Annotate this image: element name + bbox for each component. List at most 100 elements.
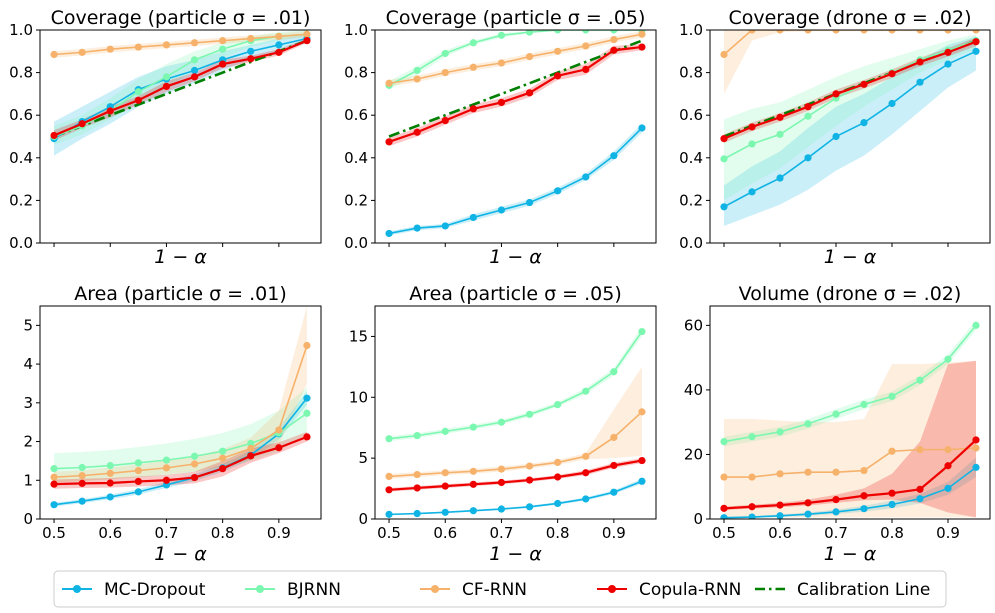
panel-5-bjrnn-point-9 [610,368,618,376]
panel-5-mc-dropout-point-1 [385,510,393,518]
panel-6-copula-rnn-point-7 [888,489,896,497]
panel-5-cf-rnn-line [388,411,643,478]
panel-4: Area (particle σ = .01) 0 1 2 3 4 5 0.5 0.6 0.7 0.… [23,283,322,565]
panel-1-title: Coverage (particle σ = .01) [51,7,311,29]
panel-3-copula-rnn-line [723,40,977,140]
panel-3: Coverage (drone σ = .02) 0.0 0.2 0.4 0.6 0.8 1… [679,7,991,268]
panel-6-xtick-label: 0.7 [824,524,848,542]
panel-6-cf-rnn-point-3 [776,470,784,478]
panel-5-mc-dropout-point-7 [554,499,562,508]
panel-6-bjrnn-point-10 [972,321,980,329]
panel-2: Coverage (particle σ = .05) 0.0 0.2 0.4 0.6 0… [344,7,657,268]
panel-6-mc-dropout-point-3 [776,512,784,519]
panel-1-bjrnn-point-6 [190,56,199,64]
panel-2-bjrnn-point-4 [469,39,477,47]
panel-6-copula-rnn-point-2 [748,503,756,511]
panel-3-copula-rnn-point-10 [972,38,980,46]
panel-5-mc-dropout-point-8 [582,495,590,503]
panel-3-bjrnn-band [724,34,976,201]
panel-3-mc-dropout-point-3 [776,174,784,182]
panel-6-title: Volume (drone σ = .02) [739,283,962,305]
panel-6-bjrnn-point-3 [776,428,784,436]
panel-3-cf-rnn-point-3 [776,30,784,34]
panel-2-bjrnn-point-8 [582,30,590,34]
legend-label-cf-rnn: CF-RNN [462,580,527,600]
panel-1-xlabel: 1 − α [154,246,207,268]
panel-6-bjrnn-point-1 [720,437,728,446]
panel-4-xlabel: 1 − α [154,543,207,565]
panel-6-copula-rnn-point-10 [972,436,980,444]
panel-4-mc-dropout-band [54,391,307,507]
panel-4-bjrnn-point-5 [162,456,171,464]
panel-3-mc-dropout-point-5 [832,132,840,141]
panel-2-cf-rnn-point-2 [413,75,421,83]
panel-5-cf-rnn-point-2 [413,470,421,479]
panel-6-copula-rnn-point-3 [776,501,784,509]
panel-2-mc-dropout-point-5 [497,206,506,214]
panel-6-cf-rnn-point-7 [888,447,896,455]
panel-3-ytick-label: 0.8 [679,64,703,82]
panel-5-ytick-label: 0 [358,510,368,528]
panel-4-xtick-label: 0.9 [267,524,291,542]
panel-5-copula-rnn-point-9 [610,461,618,470]
panel-6-plot-area [720,320,980,519]
panel-6-cf-rnn-point-2 [748,473,756,481]
panel-5-copula-rnn-point-7 [554,473,562,481]
panel-2-plot-area [385,30,646,238]
panel-3-copula-rnn-point-3 [776,113,784,121]
panel-2-ytick-label: 0.6 [344,106,368,124]
panel-5-bjrnn-point-1 [385,435,393,443]
panel-5-mc-dropout-point-5 [497,505,506,513]
panel-1-bjrnn-point-5 [162,73,171,81]
panel-5-bjrnn-band [389,326,642,442]
panel-2-mc-dropout-point-8 [582,173,590,181]
panel-5: Area (particle σ = .05) 0 5 10 15 0.5 0.6 0.7 0.… [349,283,657,565]
panel-6-bjrnn-point-7 [888,392,896,400]
panel-3-copula-rnn-point-5 [832,90,840,98]
panel-3-copula-rnn-point-8 [916,58,924,66]
panel-2-bjrnn-point-6 [525,30,534,36]
panel-4-copula-rnn-line [54,435,308,486]
panel-5-mc-dropout-point-10 [638,477,646,485]
panel-1: Coverage (particle σ = .01) 0.0 0.2 0.4 0.6 0… [9,7,322,268]
panel-1-copula-rnn-point-1 [50,131,58,140]
panel-4-mc-dropout-point-4 [134,488,142,496]
panel-2-cf-rnn-point-8 [582,42,590,50]
panel-1-copula-rnn-point-10 [303,37,311,45]
panel-5-copula-rnn-point-5 [497,478,506,487]
panel-2-ytick-label: 0.4 [344,149,368,167]
panel-4-bjrnn-point-1 [50,465,58,473]
panel-6-cf-rnn-point-8 [916,446,924,454]
panel-6-xtick-label: 0.8 [880,524,904,542]
panel-1-cf-rnn-point-7 [219,37,227,45]
panel-5-bjrnn-point-10 [638,327,646,336]
panel-6-ytick-label: 0 [693,510,703,528]
panel-4-copula-rnn-point-2 [78,479,86,487]
panel-4-cf-rnn-point-7 [219,454,227,462]
panel-3-mc-dropout-band [724,36,976,226]
panel-3-cf-rnn-point-4 [804,30,812,34]
panel-1-ytick-label: 0.0 [9,234,33,252]
panel-2-cf-rnn-point-6 [525,53,534,61]
panel-1-cf-rnn-line [53,33,308,56]
panel-6-mc-dropout-point-2 [748,513,756,519]
panel-2-cf-rnn-point-7 [554,47,562,55]
panel-4-bjrnn-point-7 [219,447,227,455]
panel-6-cf-rnn-line [724,447,977,478]
panel-5-copula-rnn-point-1 [385,486,393,494]
legend-cf-rnn-swatch-marker [431,585,439,593]
panel-2-cf-rnn-point-9 [610,35,618,44]
panel-5-mc-dropout-point-6 [525,503,534,511]
panel-6-mc-dropout-point-4 [804,510,812,518]
panel-1-copula-rnn-point-8 [247,55,255,63]
panel-5-bjrnn-point-4 [469,423,477,431]
panel-3-cf-rnn-point-2 [748,30,756,34]
panel-5-mc-dropout-point-9 [610,488,618,496]
panel-3-copula-rnn-point-1 [720,135,728,143]
panel-6-cf-rnn-point-1 [720,473,728,481]
panel-4-cf-rnn-point-3 [106,469,114,477]
panel-1-copula-rnn-point-6 [190,73,199,81]
panel-1-cf-rnn-point-4 [134,43,142,51]
panel-1-copula-rnn-line [53,39,308,137]
panel-4-axes-frame [39,305,322,520]
